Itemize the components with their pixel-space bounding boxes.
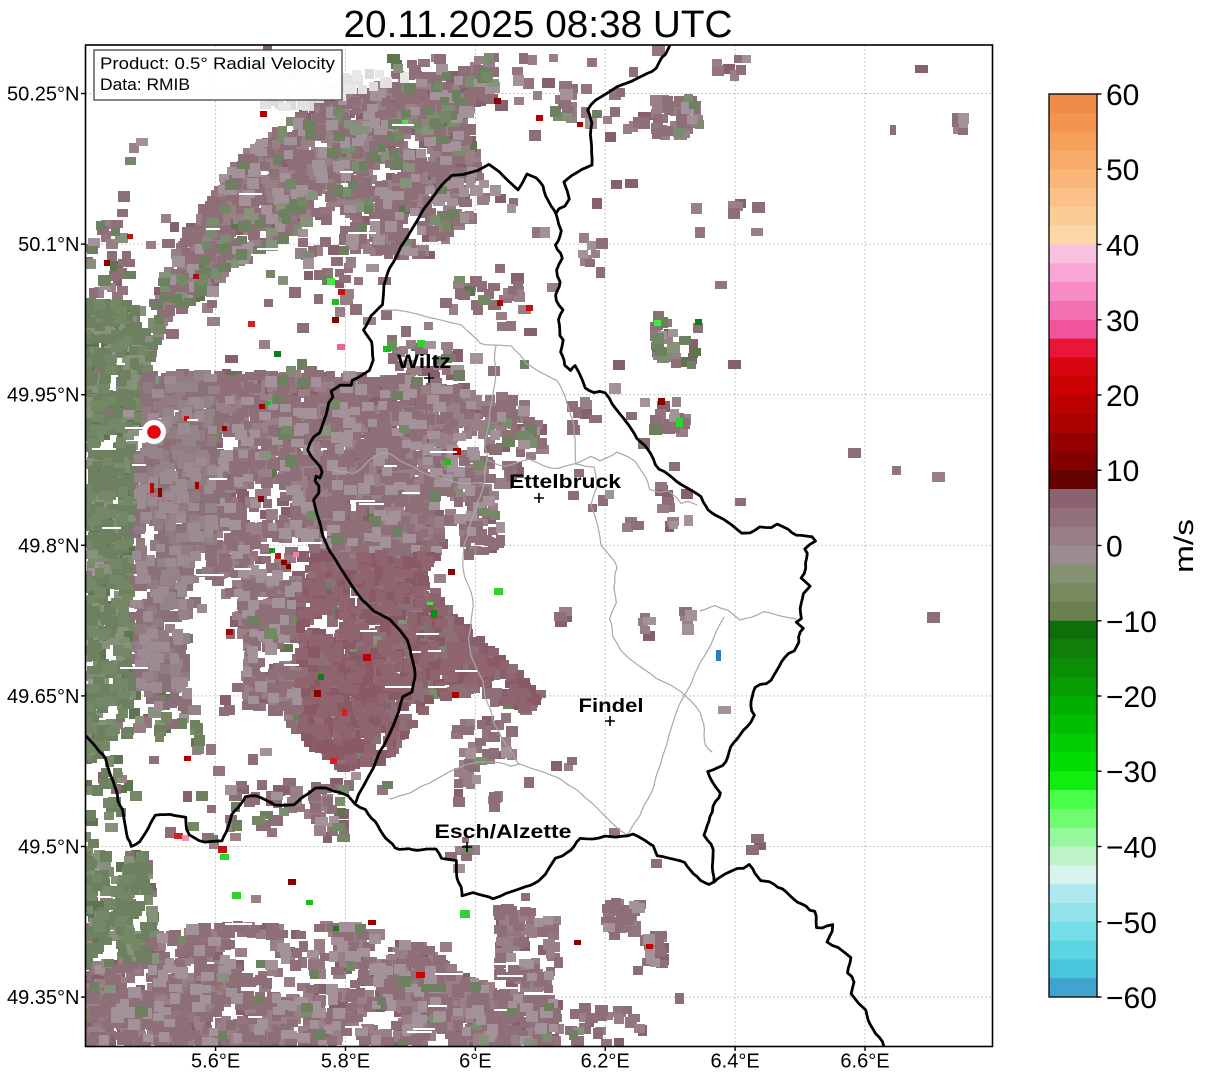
svg-text:20.11.2025 08:38 UTC: 20.11.2025 08:38 UTC	[344, 4, 733, 46]
svg-text:49.35°N: 49.35°N	[7, 987, 80, 1009]
svg-text:0: 0	[1106, 531, 1123, 564]
svg-text:−10: −10	[1106, 606, 1157, 639]
svg-text:60: 60	[1106, 79, 1139, 112]
svg-text:20: 20	[1106, 380, 1139, 413]
svg-text:6°E: 6°E	[459, 1051, 491, 1073]
svg-text:6.2°E: 6.2°E	[581, 1051, 630, 1073]
svg-text:Data: RMIB: Data: RMIB	[100, 75, 190, 94]
svg-text:5.8°E: 5.8°E	[321, 1051, 370, 1073]
svg-text:−60: −60	[1106, 982, 1157, 1015]
svg-text:30: 30	[1106, 305, 1139, 338]
svg-text:5.6°E: 5.6°E	[191, 1051, 240, 1073]
svg-text:40: 40	[1106, 230, 1139, 263]
svg-text:6.4°E: 6.4°E	[711, 1051, 760, 1073]
svg-text:6.6°E: 6.6°E	[840, 1051, 889, 1073]
svg-text:Wiltz: Wiltz	[397, 352, 451, 373]
svg-text:−50: −50	[1106, 907, 1157, 940]
svg-text:−20: −20	[1106, 681, 1157, 714]
svg-text:−40: −40	[1106, 832, 1157, 865]
svg-text:m/s: m/s	[1169, 519, 1199, 573]
svg-text:49.65°N: 49.65°N	[7, 686, 80, 708]
svg-text:49.5°N: 49.5°N	[18, 837, 79, 859]
svg-text:Ettelbruck: Ettelbruck	[509, 472, 622, 493]
svg-text:10: 10	[1106, 455, 1139, 488]
svg-text:Product: 0.5° Radial Velocity: Product: 0.5° Radial Velocity	[100, 54, 336, 73]
svg-text:49.8°N: 49.8°N	[18, 535, 79, 557]
svg-text:Findel: Findel	[579, 696, 644, 717]
svg-text:50.1°N: 50.1°N	[18, 234, 79, 256]
svg-text:−30: −30	[1106, 756, 1157, 789]
svg-text:50: 50	[1106, 154, 1139, 187]
svg-text:Esch/Alzette: Esch/Alzette	[435, 822, 572, 843]
svg-text:49.95°N: 49.95°N	[7, 385, 80, 407]
svg-text:50.25°N: 50.25°N	[7, 84, 80, 106]
